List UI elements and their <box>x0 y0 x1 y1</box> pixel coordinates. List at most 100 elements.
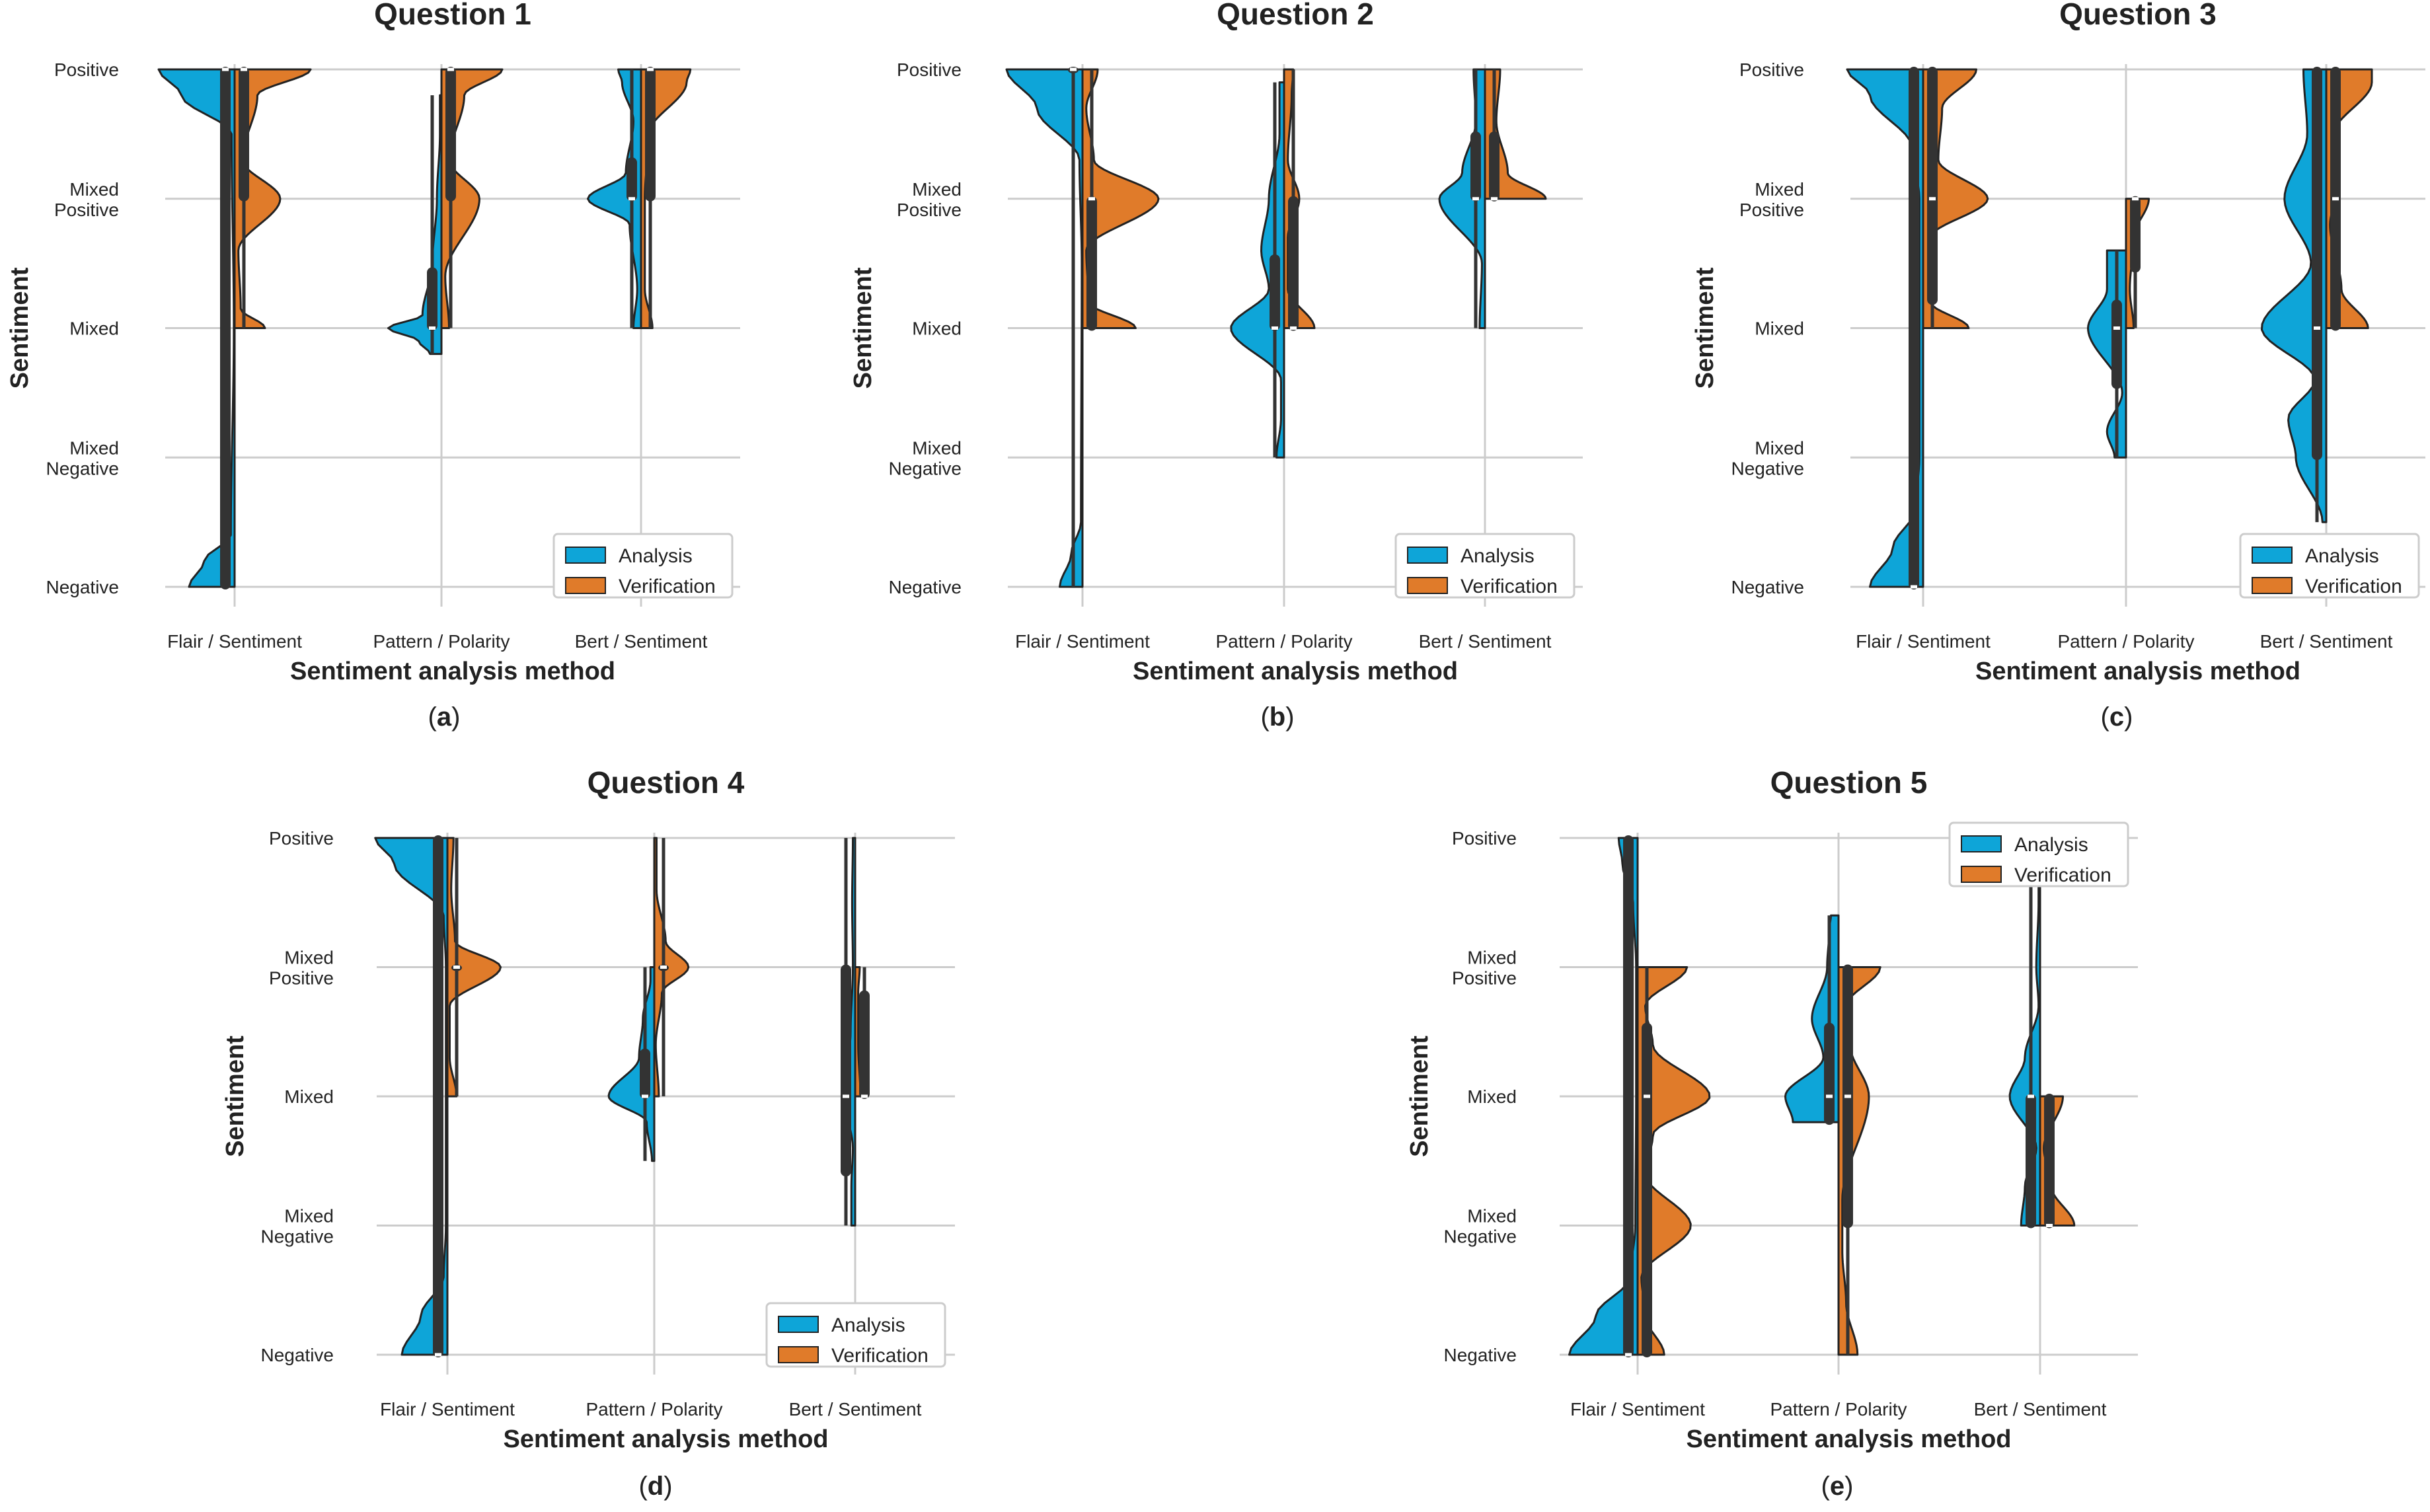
violin-box <box>1086 196 1097 331</box>
legend-swatch-analysis <box>1961 835 2002 852</box>
x-tick-label: Bert / Sentiment <box>789 1399 922 1419</box>
y-tick-label: Mixed <box>912 319 962 339</box>
caption-part: ( <box>638 1472 648 1501</box>
y-axis-label: Sentiment <box>1406 1036 1433 1157</box>
y-tick-label: Positive <box>1739 59 1804 80</box>
caption-part: b <box>1270 702 1285 732</box>
y-tick-label: Mixed Negative <box>888 437 962 478</box>
y-tick-label: Positive <box>1452 828 1517 849</box>
y-tick-line: Mixed <box>284 1206 334 1227</box>
violin-box <box>1927 67 1938 305</box>
y-tick-line: Mixed <box>1755 437 1804 458</box>
violin-verification <box>1283 68 1316 329</box>
violin-median <box>429 326 436 330</box>
y-tick-line: Positive <box>1739 59 1804 80</box>
x-tick-label: Pattern / Polarity <box>2058 631 2195 652</box>
legend-label: Verification <box>831 1345 929 1367</box>
violin-box <box>841 964 851 1177</box>
y-tick-label: Positive <box>54 59 119 80</box>
violin-median <box>1472 197 1479 201</box>
y-tick-line: Negative <box>1731 458 1804 478</box>
violin-analysis <box>607 966 656 1162</box>
violin-median <box>2028 1094 2034 1098</box>
y-tick-label: Mixed Positive <box>269 948 334 989</box>
violin-verification <box>446 837 502 1098</box>
caption-part: ) <box>1844 1472 1853 1501</box>
y-tick-label: Mixed Negative <box>1731 437 1804 478</box>
violin-median <box>1911 585 1917 589</box>
violin-median <box>1290 326 1297 330</box>
y-axis-label: Sentiment <box>221 1036 249 1157</box>
violin-box <box>2026 1094 2036 1228</box>
legend-swatch-verification <box>2252 577 2293 594</box>
y-tick-line: Negative <box>1443 1345 1517 1365</box>
y-tick-label: Mixed Positive <box>897 179 962 220</box>
caption-part: ( <box>2101 702 2110 732</box>
legend-swatch-analysis <box>1407 547 1448 564</box>
y-tick-line: Positive <box>1452 828 1517 849</box>
y-axis-label: Sentiment <box>1691 267 1719 389</box>
violin-verification <box>653 837 690 1098</box>
x-tick-label: Flair / Sentiment <box>1570 1399 1705 1419</box>
y-tick-line: Negative <box>888 577 962 597</box>
x-axis-label: Sentiment analysis method <box>1686 1425 2011 1453</box>
caption-part: d <box>648 1472 664 1501</box>
panel-caption: (e) <box>1821 1472 1854 1501</box>
x-tick-label: Pattern / Polarity <box>1216 631 1353 652</box>
violin-box <box>2130 196 2141 273</box>
violin-box <box>640 1048 650 1099</box>
violin-box <box>645 67 656 202</box>
y-tick-label: Mixed <box>1755 319 1804 339</box>
y-tick-line: Mixed <box>284 948 334 968</box>
violin-box <box>239 67 249 202</box>
chart-title: Question 5 <box>1770 765 1928 800</box>
x-tick-label: Flair / Sentiment <box>1015 631 1150 652</box>
panel-caption: (a) <box>428 702 461 732</box>
y-tick-label: Negative <box>260 1345 334 1365</box>
violin-box <box>1288 196 1299 331</box>
caption-part: ) <box>1285 702 1294 732</box>
violin-box <box>445 67 456 202</box>
legend-label: Analysis <box>2305 545 2379 567</box>
violin-box <box>1470 131 1481 202</box>
legend: Analysis Verification <box>552 533 734 599</box>
y-tick-label: Negative <box>1731 577 1804 597</box>
legend-label: Verification <box>1461 576 1558 597</box>
y-tick-line: Positive <box>269 828 334 849</box>
violin-analysis <box>2260 68 2328 523</box>
x-tick-label: Bert / Sentiment <box>2260 631 2393 652</box>
chart-title: Question 3 <box>2059 0 2217 31</box>
y-tick-label: Positive <box>897 59 962 80</box>
y-tick-label: Positive <box>269 828 334 849</box>
legend-swatch-analysis <box>2252 547 2293 564</box>
y-tick-label: Mixed Positive <box>54 179 119 220</box>
violin-box <box>433 835 443 1357</box>
violin-box <box>1270 254 1280 331</box>
y-tick-line: Negative <box>46 458 119 478</box>
y-axis-label: Sentiment <box>6 267 34 389</box>
x-tick-label: Pattern / Polarity <box>586 1399 723 1419</box>
y-tick-label: Mixed <box>284 1086 334 1107</box>
x-tick-label: Flair / Sentiment <box>167 631 302 652</box>
violin-median <box>2046 1224 2053 1227</box>
legend-label: Analysis <box>1461 545 1535 567</box>
y-tick-line: Positive <box>54 200 119 220</box>
caption-part: ( <box>1260 702 1270 732</box>
y-tick-line: Positive <box>1739 200 1804 220</box>
violin-median <box>435 1353 441 1357</box>
violin-median <box>2113 326 2120 330</box>
y-tick-line: Positive <box>897 200 962 220</box>
y-tick-line: Negative <box>888 458 962 478</box>
legend-label: Verification <box>2305 576 2402 597</box>
violin-median <box>1272 326 1278 330</box>
y-tick-line: Positive <box>54 59 119 80</box>
legend-swatch-analysis <box>565 547 606 564</box>
violin-median <box>241 67 247 71</box>
violin-median <box>843 1094 849 1098</box>
violin-median <box>1644 1094 1650 1098</box>
caption-part: ) <box>2124 702 2133 732</box>
chart-title: Question 1 <box>374 0 531 31</box>
